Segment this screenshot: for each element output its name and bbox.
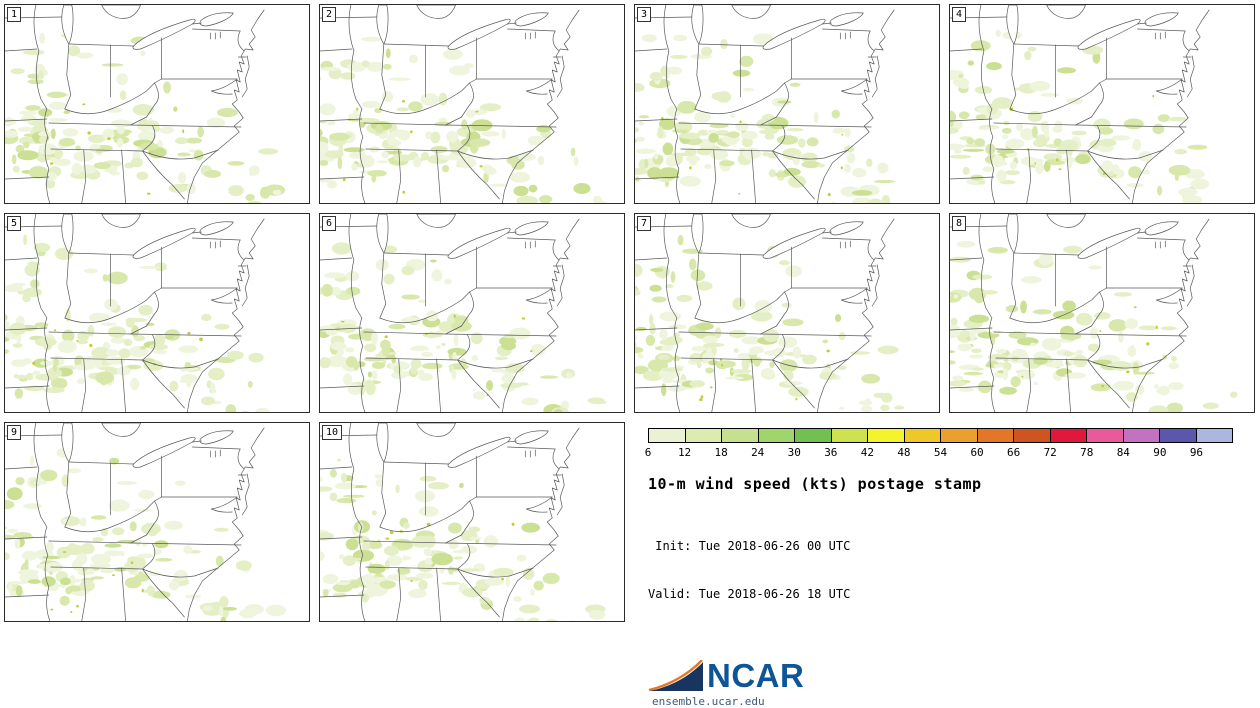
member-number-label: 8 xyxy=(952,216,966,231)
ncar-logo-swoosh-icon xyxy=(648,660,704,692)
great-lakes-shapes xyxy=(62,5,233,49)
colorbar-segment xyxy=(1086,429,1123,442)
ensemble-member-panel: 6 xyxy=(319,213,625,413)
ensemble-member-panel: 9 xyxy=(4,422,310,622)
colorbar-segment xyxy=(904,429,941,442)
ensemble-member-panel: 1 xyxy=(4,4,310,204)
wind-speed-colorbar xyxy=(648,428,1233,443)
colorbar-segment xyxy=(685,429,722,442)
ensemble-member-panel: 5 xyxy=(4,213,310,413)
ensemble-member-panel: 7 xyxy=(634,213,940,413)
colorbar-tick-label: 36 xyxy=(824,446,837,459)
great-lakes-shapes xyxy=(377,5,548,49)
colorbar-segment xyxy=(940,429,977,442)
state-border-lines xyxy=(320,5,579,203)
stamp-grid: 1 xyxy=(0,0,1260,626)
state-border-lines xyxy=(950,5,1209,203)
colorbar-tick-label: 48 xyxy=(897,446,910,459)
colorbar-segment xyxy=(649,429,685,442)
great-lakes-shapes xyxy=(377,214,548,258)
colorbar-tick-label: 66 xyxy=(1007,446,1020,459)
legend: 6 12 18 24 30 36 42 48 54 60 66 72 78 84 90 96 10-m win… xyxy=(634,422,1255,622)
member-number-label: 2 xyxy=(322,7,336,22)
colorbar-segment xyxy=(1050,429,1087,442)
ncar-logo: NCAR xyxy=(648,660,1245,692)
ensemble-member-panel: 3 xyxy=(634,4,940,204)
ensemble-member-panel: 8 xyxy=(949,213,1255,413)
eastern-us-map xyxy=(950,5,1254,203)
eastern-us-map xyxy=(5,214,309,412)
colorbar-tick-label: 12 xyxy=(678,446,691,459)
colorbar-tick-label: 96 xyxy=(1190,446,1203,459)
member-number-label: 10 xyxy=(322,425,342,440)
state-border-lines xyxy=(320,423,579,621)
colorbar-tick-label: 84 xyxy=(1117,446,1130,459)
colorbar-segment xyxy=(1196,429,1233,442)
great-lakes-shapes xyxy=(62,423,233,467)
member-number-label: 6 xyxy=(322,216,336,231)
eastern-us-map xyxy=(5,5,309,203)
colorbar-segment xyxy=(794,429,831,442)
member-number-label: 5 xyxy=(7,216,21,231)
member-number-label: 9 xyxy=(7,425,21,440)
ensemble-url-label: ensemble.ucar.edu xyxy=(652,695,1245,708)
ensemble-member-panel: 4 xyxy=(949,4,1255,204)
colorbar-tick-label: 54 xyxy=(934,446,947,459)
member-number-label: 1 xyxy=(7,7,21,22)
great-lakes-shapes xyxy=(692,5,863,49)
colorbar-segment xyxy=(721,429,758,442)
colorbar-tick-label: 24 xyxy=(751,446,764,459)
colorbar-segment xyxy=(758,429,795,442)
great-lakes-shapes xyxy=(1007,214,1178,258)
great-lakes-shapes xyxy=(692,214,863,258)
colorbar-segment xyxy=(1013,429,1050,442)
eastern-us-map xyxy=(320,214,624,412)
colorbar-tick-label: 30 xyxy=(788,446,801,459)
member-number-label: 3 xyxy=(637,7,651,22)
colorbar-ticks: 6 12 18 24 30 36 42 48 54 60 66 72 78 84 90 96 xyxy=(648,446,1233,461)
colorbar-tick-label: 72 xyxy=(1044,446,1057,459)
colorbar-segment xyxy=(1123,429,1160,442)
eastern-us-map xyxy=(5,423,309,621)
eastern-us-map xyxy=(320,423,624,621)
colorbar-tick-label: 78 xyxy=(1080,446,1093,459)
wind-speed-shading xyxy=(5,234,270,412)
colorbar-tick-label: 18 xyxy=(715,446,728,459)
eastern-us-map xyxy=(635,5,939,203)
ensemble-member-panel: 10 xyxy=(319,422,625,622)
wind-speed-shading xyxy=(320,37,608,203)
init-time-label: Init: Tue 2018-06-26 00 UTC xyxy=(648,538,1245,554)
eastern-us-map xyxy=(635,214,939,412)
time-labels: Init: Tue 2018-06-26 00 UTC Valid: Tue 2… xyxy=(648,506,1245,634)
colorbar-tick-label: 90 xyxy=(1153,446,1166,459)
colorbar-segment xyxy=(831,429,868,442)
colorbar-tick-label: 42 xyxy=(861,446,874,459)
colorbar-segment xyxy=(867,429,904,442)
ncar-logo-text: NCAR xyxy=(707,661,804,691)
colorbar-segment xyxy=(1159,429,1196,442)
great-lakes-shapes xyxy=(1007,5,1178,49)
colorbar-segment xyxy=(977,429,1014,442)
valid-time-label: Valid: Tue 2018-06-26 18 UTC xyxy=(648,586,1245,602)
member-number-label: 7 xyxy=(637,216,651,231)
colorbar-tick-label: 60 xyxy=(970,446,983,459)
wind-speed-shading xyxy=(320,242,607,412)
great-lakes-shapes xyxy=(62,214,233,258)
great-lakes-shapes xyxy=(377,423,548,467)
eastern-us-map xyxy=(950,214,1254,412)
member-number-label: 4 xyxy=(952,7,966,22)
colorbar-tick-label: 6 xyxy=(645,446,652,459)
figure-title: 10-m wind speed (kts) postage stamp xyxy=(648,475,1245,493)
wind-speed-shading xyxy=(320,459,606,621)
ensemble-member-panel: 2 xyxy=(319,4,625,204)
eastern-us-map xyxy=(320,5,624,203)
